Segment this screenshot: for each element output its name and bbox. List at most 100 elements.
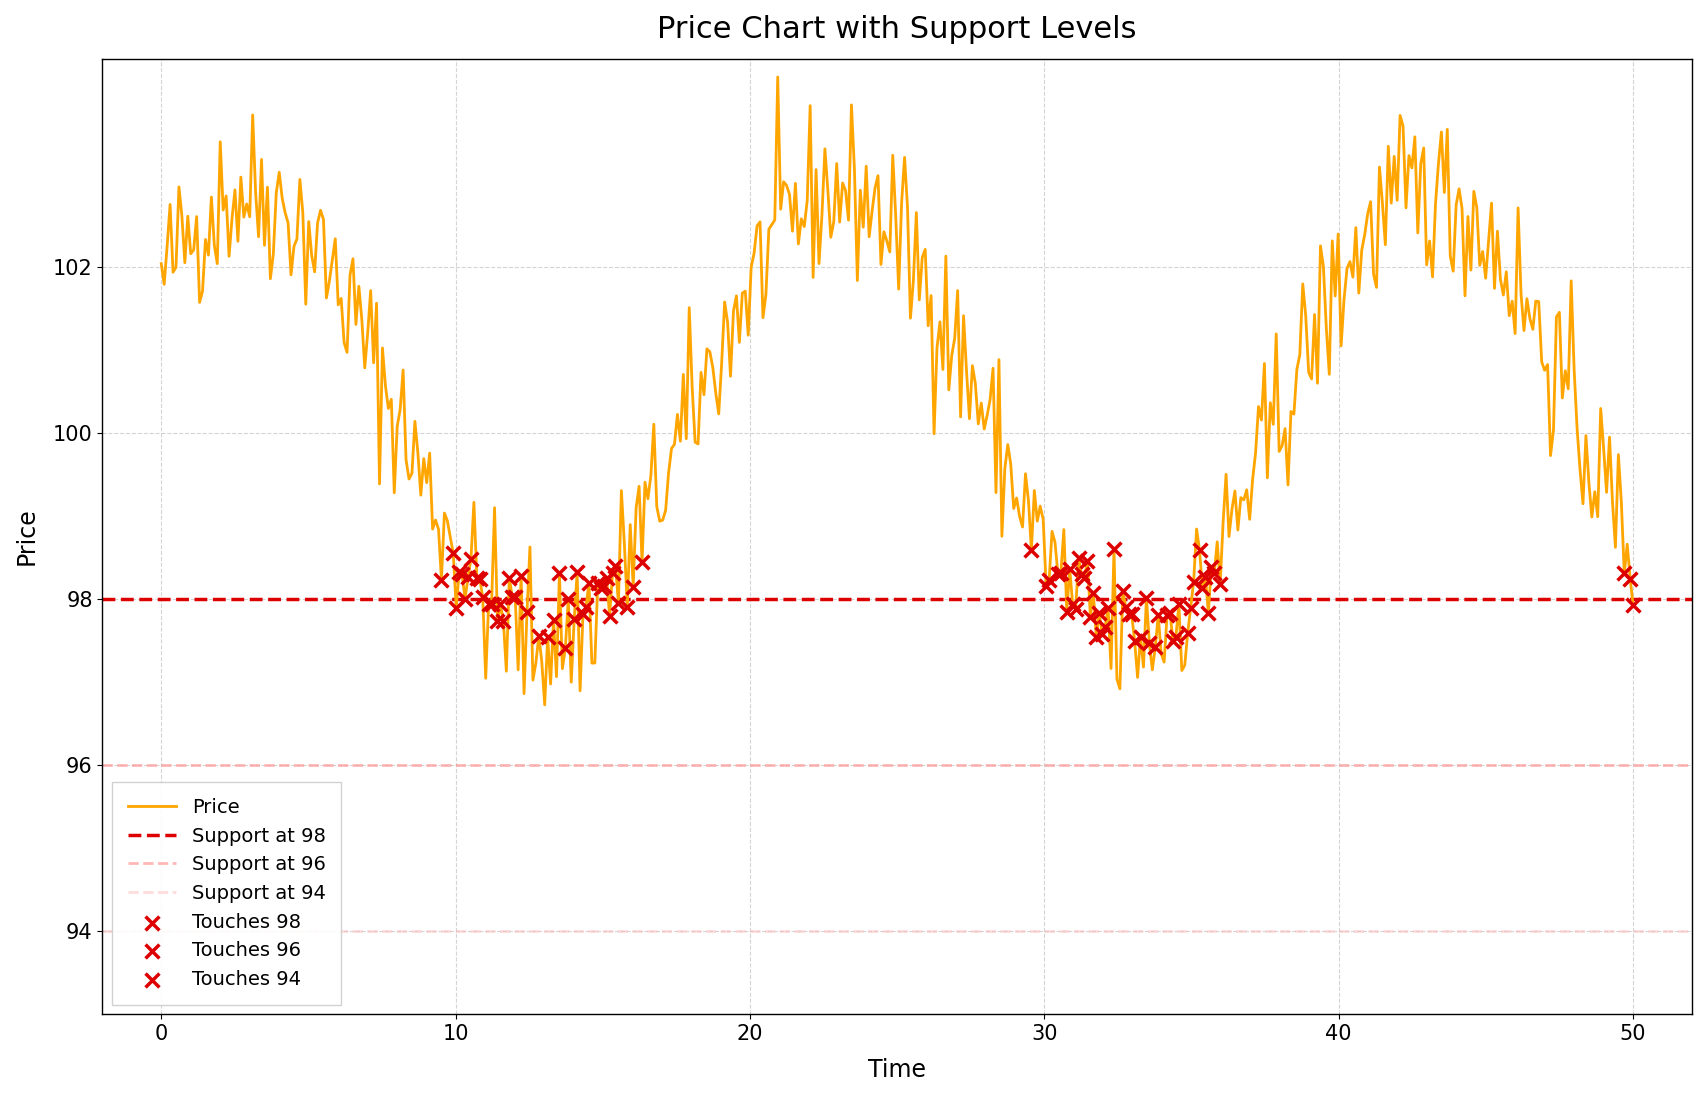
Touches 98 <box>466 570 493 588</box>
Price <box>953 309 973 323</box>
Touches 98 <box>539 611 567 629</box>
Price <box>1593 442 1613 455</box>
Touches 98 <box>495 569 522 587</box>
Price <box>150 257 171 270</box>
Touches 98 <box>1180 573 1207 590</box>
Touches 98 <box>603 557 630 575</box>
Touches 98 <box>440 544 468 562</box>
Touches 98 <box>490 612 517 630</box>
Touches 98 <box>428 572 456 589</box>
Price <box>768 70 789 83</box>
Touches 98 <box>483 613 510 631</box>
Touches 98 <box>587 579 615 597</box>
Touches 98 <box>546 564 574 581</box>
Touches 98 <box>1036 572 1063 589</box>
Touches 98 <box>1094 599 1121 617</box>
Touches 98 <box>451 590 478 608</box>
Touches 98 <box>1195 604 1222 622</box>
Price <box>1033 513 1053 527</box>
Touches 98 <box>1617 569 1644 587</box>
Touches 98 <box>1081 584 1108 601</box>
Touches 98 <box>575 574 603 591</box>
Y-axis label: Price: Price <box>15 508 39 565</box>
Touches 98 <box>1062 600 1089 618</box>
Touches 98 <box>507 567 534 585</box>
Touches 98 <box>526 627 553 645</box>
Touches 98 <box>463 569 490 587</box>
Touches 98 <box>1074 552 1101 569</box>
Touches 98 <box>1186 542 1214 559</box>
Touches 98 <box>449 566 476 584</box>
Line: Price: Price <box>160 77 1634 705</box>
Price <box>1623 599 1644 612</box>
Touches 98 <box>1057 561 1084 578</box>
Touches 98 <box>1082 627 1110 645</box>
Touches 98 <box>1198 558 1226 576</box>
Touches 98 <box>1207 575 1234 592</box>
Support at 98 <box>181 592 201 606</box>
Touches 98 <box>596 607 623 624</box>
Touches 98 <box>628 554 655 572</box>
Price <box>1364 268 1384 281</box>
Touches 98 <box>1086 604 1113 622</box>
Support at 96 <box>181 758 201 771</box>
Support at 94 <box>181 925 201 938</box>
Touches 98 <box>514 603 541 621</box>
Touches 98 <box>1089 625 1116 643</box>
Support at 98 <box>150 592 171 606</box>
Touches 98 <box>478 595 505 612</box>
Touches 98 <box>1077 609 1104 626</box>
Touches 98 <box>1159 632 1186 649</box>
Touches 98 <box>442 599 469 617</box>
Touches 98 <box>604 595 632 612</box>
Touches 98 <box>1611 565 1639 583</box>
Touches 98 <box>563 564 591 581</box>
Touches 98 <box>1142 638 1169 656</box>
Touches 98 <box>1118 606 1145 623</box>
Touches 98 <box>613 598 640 615</box>
Touches 98 <box>1178 599 1205 617</box>
Touches 98 <box>560 611 587 629</box>
Touches 98 <box>1115 606 1142 623</box>
Touches 98 <box>1156 604 1183 622</box>
Touches 98 <box>555 590 582 608</box>
Touches 98 <box>1154 607 1181 624</box>
Touches 98 <box>1145 607 1173 624</box>
Touches 98 <box>620 578 647 596</box>
Touches 98 <box>584 574 611 591</box>
Touches 98 <box>592 569 620 587</box>
Touches 98 <box>1110 583 1137 600</box>
Touches 98 <box>1045 565 1072 583</box>
Touches 98 <box>1113 598 1140 615</box>
Touches 98 <box>486 596 514 613</box>
Touches 98 <box>1200 564 1227 581</box>
Touches 98 <box>570 604 597 622</box>
Touches 98 <box>1191 568 1219 586</box>
Touches 98 <box>1121 632 1149 649</box>
Touches 98 <box>1053 603 1081 621</box>
Legend: Price, Support at 98, Support at 96, Support at 94, Touches 98, Touches 96, Touc: Price, Support at 98, Support at 96, Sup… <box>113 782 341 1005</box>
Touches 98 <box>1101 541 1128 558</box>
Touches 98 <box>1017 542 1045 559</box>
Touches 98 <box>469 589 497 607</box>
Price <box>855 160 876 173</box>
Touches 98 <box>1135 634 1162 652</box>
Support at 94 <box>150 925 171 938</box>
Touches 98 <box>1033 577 1060 595</box>
Touches 98 <box>551 640 579 657</box>
Touches 98 <box>1620 597 1647 614</box>
Touches 98 <box>1174 624 1202 642</box>
Touches 98 <box>1127 627 1154 645</box>
X-axis label: Time: Time <box>869 1058 927 1082</box>
Touches 98 <box>1046 564 1074 581</box>
Touches 98 <box>599 565 626 583</box>
Touches 98 <box>446 564 473 581</box>
Touches 98 <box>1069 565 1096 583</box>
Touches 98 <box>498 588 526 606</box>
Touches 98 <box>1162 627 1190 645</box>
Support at 96 <box>150 758 171 771</box>
Price <box>534 699 555 712</box>
Touches 98 <box>534 629 562 646</box>
Touches 98 <box>475 595 502 612</box>
Touches 98 <box>502 588 529 606</box>
